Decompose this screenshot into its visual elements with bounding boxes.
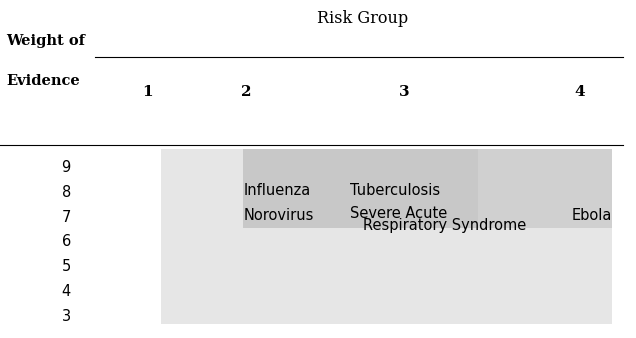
Text: Evidence: Evidence: [6, 74, 80, 88]
Text: Ebola: Ebola: [572, 208, 612, 223]
Text: Risk Group: Risk Group: [317, 10, 408, 27]
Text: 4: 4: [574, 84, 585, 98]
Text: Respiratory Syndrome: Respiratory Syndrome: [364, 218, 527, 234]
Bar: [243, 149, 478, 228]
Text: Norovirus: Norovirus: [243, 208, 314, 223]
Text: 3: 3: [399, 84, 410, 98]
Text: Tuberculosis: Tuberculosis: [350, 183, 440, 198]
Text: 2: 2: [240, 84, 251, 98]
Text: Severe Acute: Severe Acute: [350, 206, 447, 221]
Bar: [161, 149, 612, 324]
Text: Influenza: Influenza: [243, 183, 310, 198]
Text: 1: 1: [142, 84, 153, 98]
Bar: [243, 149, 612, 228]
Text: Weight of: Weight of: [6, 34, 85, 48]
